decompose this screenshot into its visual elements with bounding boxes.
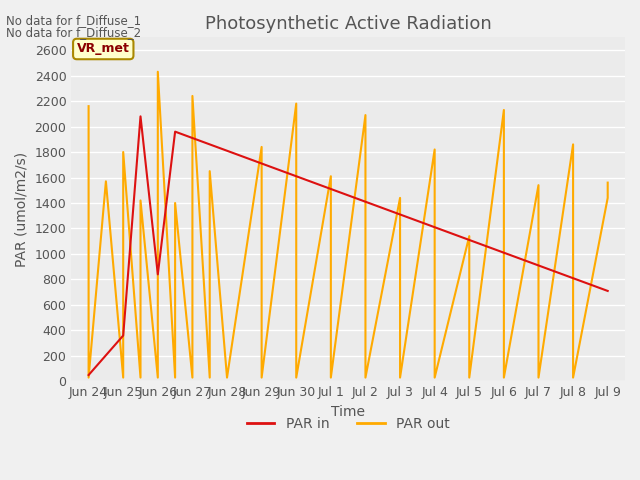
Text: No data for f_Diffuse_2: No data for f_Diffuse_2 xyxy=(6,26,141,39)
X-axis label: Time: Time xyxy=(331,405,365,419)
Legend: PAR in, PAR out: PAR in, PAR out xyxy=(241,411,455,436)
Text: VR_met: VR_met xyxy=(77,43,130,56)
Text: No data for f_Diffuse_1: No data for f_Diffuse_1 xyxy=(6,14,141,27)
Title: Photosynthetic Active Radiation: Photosynthetic Active Radiation xyxy=(205,15,492,33)
Y-axis label: PAR (umol/m2/s): PAR (umol/m2/s) xyxy=(15,152,29,267)
